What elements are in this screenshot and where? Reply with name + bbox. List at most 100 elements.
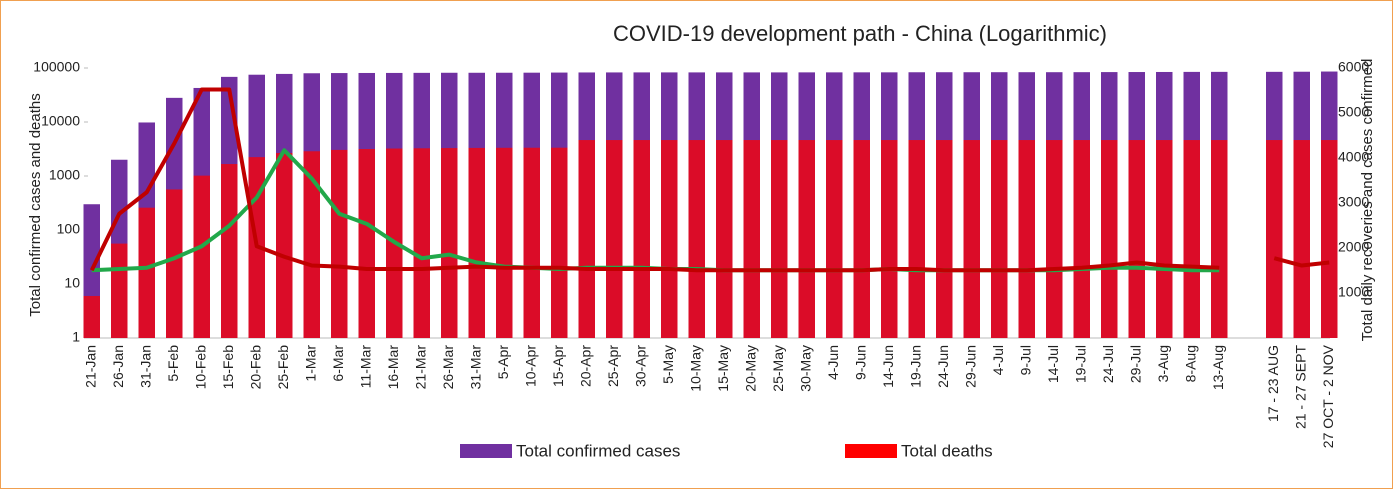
y-tick-label: 1 [72, 329, 80, 345]
x-tick-label: 10-May [687, 345, 703, 392]
x-tick-label: 1-Mar [302, 345, 318, 382]
x-tick-label: 31-Jan [137, 345, 153, 388]
x-tick-label: 13-Aug [1210, 345, 1226, 390]
x-tick-label: 26-Mar [440, 345, 456, 390]
y-tick-label: 100 [57, 221, 81, 237]
x-tick-label: 21-Mar [412, 345, 428, 390]
bar [1101, 140, 1118, 338]
bar [881, 140, 898, 338]
x-tick-label: 21-Jan [82, 345, 98, 388]
chart-title: COVID-19 development path - China (Logar… [613, 21, 1107, 46]
bar [606, 140, 623, 338]
x-tick-label: 4-Jul [990, 345, 1006, 375]
x-tick-label: 9-Jul [1017, 345, 1033, 375]
bar [936, 140, 953, 338]
legend-swatch [460, 444, 512, 458]
x-tick-label: 14-Jun [880, 345, 896, 388]
bar [138, 207, 155, 338]
x-tick-label: 25-May [770, 345, 786, 392]
x-tick-label: 19-Jul [1072, 345, 1088, 383]
x-tick-label: 29-Jul [1127, 345, 1143, 383]
x-tick-label: 11-Mar [357, 345, 373, 389]
legend-swatch [845, 444, 897, 458]
x-tick-label: 15-Feb [220, 345, 236, 390]
x-tick-label: 10-Feb [192, 345, 208, 390]
bar [413, 148, 430, 338]
y2-tick-label: 2000 [1338, 239, 1369, 255]
legend-label: Total deaths [901, 441, 993, 460]
y-axis-title: Total confirmed cases and deaths [27, 93, 44, 316]
x-tick-label: 10-Apr [522, 345, 538, 387]
x-tick-label: 19-Jun [907, 345, 923, 388]
x-tick-label: 24-Jun [935, 345, 951, 388]
x-tick-label: 16-Mar [385, 345, 401, 390]
bar [633, 140, 650, 338]
y2-tick-label: 1000 [1338, 284, 1369, 300]
bar [1266, 140, 1283, 338]
y2-axis-title: Total daily recoveries and cases confirm… [1359, 59, 1376, 342]
bar [963, 140, 980, 338]
bar [468, 147, 485, 338]
x-tick-label: 6-Mar [330, 345, 346, 382]
bar [1293, 140, 1310, 338]
bar [1183, 140, 1200, 338]
x-tick-label: 26-Jan [110, 345, 126, 388]
bar [688, 140, 705, 338]
bar [661, 140, 678, 338]
legend-label: Total confirmed cases [516, 441, 680, 460]
x-tick-label: 3-Aug [1155, 345, 1171, 382]
y2-tick-label: 6000 [1338, 59, 1369, 75]
x-tick-label: 15-May [715, 345, 731, 392]
bar [716, 140, 733, 338]
bar [853, 140, 870, 338]
x-tick-label: 20-Apr [577, 345, 593, 387]
bar [743, 140, 760, 338]
y-tick-label: 1000 [49, 167, 80, 183]
bar [303, 151, 320, 338]
x-tick-label: 27 OCT - 2 NOV [1320, 344, 1336, 448]
bar [991, 140, 1008, 338]
bar [908, 140, 925, 338]
x-tick-label: 5-Apr [495, 345, 511, 380]
bar [826, 140, 843, 338]
x-tick-label: 30-Apr [632, 345, 648, 387]
x-tick-label: 15-Apr [550, 345, 566, 387]
bar [523, 147, 540, 338]
bar [771, 140, 788, 338]
bar [166, 189, 183, 338]
bar [1046, 140, 1063, 338]
x-tick-label: 14-Jul [1045, 345, 1061, 383]
bar [578, 140, 595, 338]
bar [83, 295, 100, 338]
x-tick-label: 5-May [660, 345, 676, 384]
x-tick-label: 20-May [742, 345, 758, 392]
y2-tick-label: 5000 [1338, 104, 1369, 120]
bar [1321, 140, 1338, 338]
bar [358, 149, 375, 338]
y-tick-label: 100000 [33, 59, 80, 75]
bar [1211, 140, 1228, 338]
bar [111, 243, 128, 338]
line [89, 87, 1330, 273]
bar [193, 175, 210, 338]
x-tick-label: 17 - 23 AUG [1265, 345, 1281, 422]
x-tick-label: 8-Aug [1182, 345, 1198, 382]
x-tick-label: 4-Jun [825, 345, 841, 380]
bar [221, 164, 238, 338]
x-tick-label: 31-Mar [467, 345, 483, 390]
bar [1156, 140, 1173, 338]
x-tick-label: 20-Feb [247, 345, 263, 390]
y2-tick-label: 3000 [1338, 194, 1369, 210]
y2-tick-label: 4000 [1338, 149, 1369, 165]
x-tick-label: 25-Apr [605, 345, 621, 387]
bar [331, 149, 348, 338]
x-tick-label: 9-Jun [852, 345, 868, 380]
x-tick-label: 25-Feb [275, 345, 291, 390]
bar [798, 140, 815, 338]
x-tick-label: 21 - 27 SEPT [1292, 345, 1308, 429]
x-tick-label: 29-Jun [962, 345, 978, 388]
bar [496, 147, 513, 338]
x-tick-label: 30-May [797, 345, 813, 392]
bar [276, 153, 293, 338]
